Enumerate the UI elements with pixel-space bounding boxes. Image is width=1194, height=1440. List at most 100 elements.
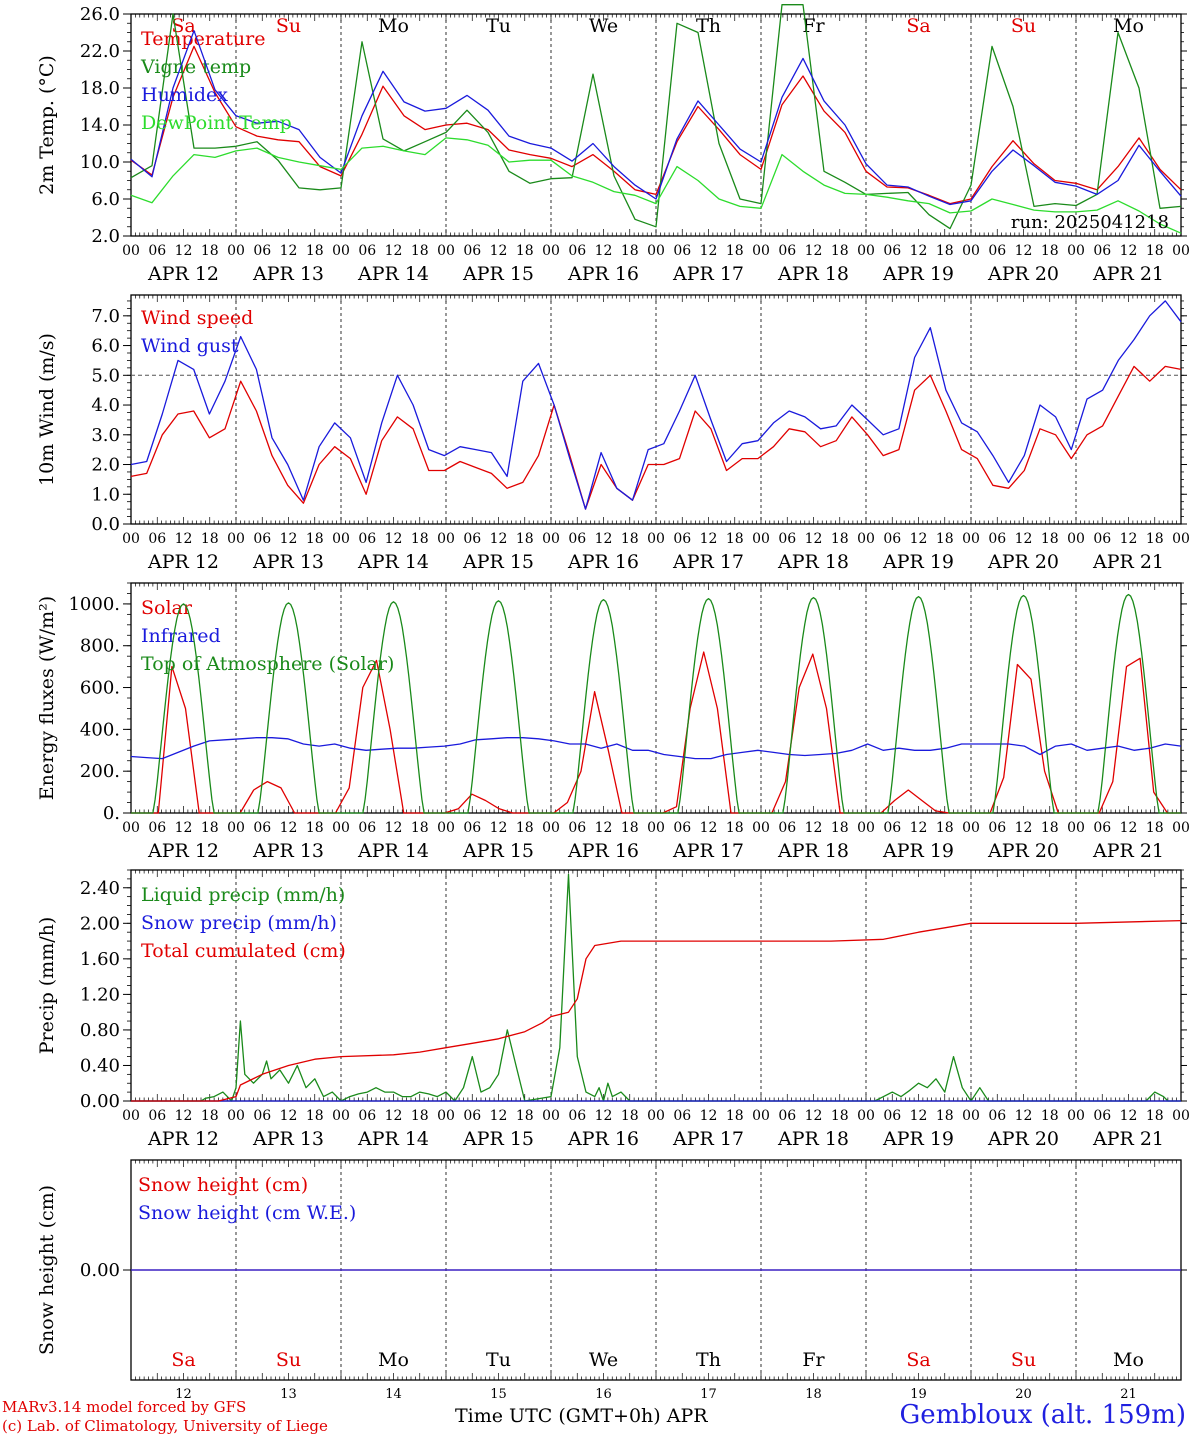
date-label: APR 15 [462, 263, 534, 285]
hour-tick-label: 12 [1120, 243, 1138, 259]
hour-tick-label: 12 [175, 243, 193, 259]
y-tick-label: 1.60 [80, 949, 120, 970]
y-tick-label: 10.0 [80, 152, 120, 173]
hour-tick-label: 00 [1067, 820, 1085, 836]
weekday-label: Tu [486, 15, 511, 37]
hour-tick-label: 12 [700, 243, 718, 259]
day-number-label: 15 [490, 1387, 507, 1402]
hour-tick-label: 18 [201, 820, 219, 836]
panel-5: 0.00 Snow height (cm) Sa Su Mo Tu We Th Fr Sa Su Mo… [36, 1159, 1187, 1402]
hour-tick-label: 12 [595, 1108, 613, 1124]
hour-tick-label: 18 [936, 1108, 954, 1124]
legend-entry: Wind gust [141, 335, 239, 357]
date-label: APR 19 [882, 1128, 954, 1150]
weekday-label: We [589, 1349, 618, 1371]
hour-tick-label: 12 [910, 1108, 928, 1124]
date-label: APR 16 [567, 551, 639, 573]
hour-tick-label: 12 [700, 820, 718, 836]
hour-tick-label: 18 [201, 243, 219, 259]
hour-tick-label: 00 [542, 243, 560, 259]
date-label: APR 17 [672, 551, 744, 573]
date-label: APR 20 [987, 263, 1059, 285]
hour-tick-label: 06 [1093, 1108, 1111, 1124]
hour-tick-label: 18 [201, 1108, 219, 1124]
hour-tick-label: 06 [358, 531, 376, 547]
hour-tick-label: 12 [595, 531, 613, 547]
hour-tick-label: 12 [910, 531, 928, 547]
hour-tick-label: 18 [516, 243, 534, 259]
date-label: APR 14 [357, 263, 429, 285]
weekday-label: Sa [171, 15, 195, 37]
hour-tick-label: 18 [936, 243, 954, 259]
hour-tick-label: 06 [1093, 243, 1111, 259]
run-label: run: 2025041218 [1011, 212, 1169, 233]
hour-tick-label: 00 [122, 820, 140, 836]
date-label: APR 18 [777, 263, 849, 285]
hour-tick-label: 18 [936, 531, 954, 547]
y-tick-label: 0.00 [80, 1091, 120, 1112]
weekday-label: Fr [802, 1349, 825, 1371]
panel-3: 0. 200. 400. 600. 800. 1000. Energy fluxes (W/… [36, 582, 1190, 862]
hour-tick-label: 00 [332, 243, 350, 259]
credit-line-1: MARv3.14 model forced by GFS [2, 1398, 247, 1416]
hour-tick-label: 06 [988, 820, 1006, 836]
hour-tick-label: 06 [883, 820, 901, 836]
hour-tick-label: 18 [411, 531, 429, 547]
legend-entry: Temperature [141, 28, 265, 50]
day-number-label: 14 [385, 1387, 402, 1402]
hour-tick-label: 18 [621, 531, 639, 547]
weekday-label: Su [1011, 15, 1036, 37]
series-line-4 [130, 137, 1182, 234]
date-label: APR 15 [462, 1128, 534, 1150]
legend-entry: Total cumulated (cm) [141, 940, 346, 962]
hour-tick-label: 00 [857, 243, 875, 259]
y-tick-label: 1.0 [91, 484, 120, 505]
hour-tick-label: 12 [280, 1108, 298, 1124]
date-label: APR 20 [987, 1128, 1059, 1150]
y-tick-label: 2.00 [80, 913, 120, 934]
hour-tick-label: 06 [568, 1108, 586, 1124]
hour-tick-label: 06 [463, 820, 481, 836]
hour-tick-label: 06 [358, 820, 376, 836]
hour-tick-label: 18 [1041, 243, 1059, 259]
hour-tick-label: 00 [227, 243, 245, 259]
legend-entry: Infrared [141, 625, 221, 647]
y-axis-label: 10m Wind (m/s) [36, 333, 58, 486]
hour-tick-label: 12 [490, 243, 508, 259]
y-tick-label: 22.0 [80, 41, 120, 62]
hour-tick-label: 00 [1172, 1108, 1190, 1124]
y-tick-label: 1000. [68, 594, 120, 615]
date-label: APR 13 [252, 840, 324, 862]
date-label: APR 14 [357, 1128, 429, 1150]
hour-tick-label: 00 [962, 531, 980, 547]
y-axis-label: Precip (mm/h) [36, 917, 58, 1055]
hour-tick-label: 18 [621, 820, 639, 836]
hour-tick-label: 12 [805, 820, 823, 836]
weekday-label: We [589, 15, 618, 37]
date-label: APR 12 [147, 1128, 219, 1150]
y-axis-label: Energy fluxes (W/m²) [36, 596, 58, 800]
hour-tick-label: 18 [1146, 820, 1164, 836]
hour-tick-label: 00 [752, 531, 770, 547]
hour-tick-label: 18 [726, 531, 744, 547]
y-tick-label: 800. [80, 636, 120, 657]
hour-tick-label: 00 [1067, 531, 1085, 547]
hour-tick-label: 18 [411, 820, 429, 836]
model-credit: MARv3.14 model forced by GFS (c) Lab. of… [2, 1398, 328, 1436]
y-tick-label: 2.0 [91, 226, 120, 247]
hour-tick-label: 18 [621, 1108, 639, 1124]
legend-entry: Vigne temp [140, 56, 251, 78]
hour-tick-label: 12 [385, 820, 403, 836]
legend-entry: Wind speed [141, 307, 253, 329]
hour-tick-label: 00 [962, 243, 980, 259]
y-tick-label: 14.0 [80, 115, 120, 136]
date-label: APR 15 [462, 551, 534, 573]
day-number-label: 13 [280, 1387, 297, 1402]
hour-tick-label: 06 [148, 1108, 166, 1124]
hour-tick-label: 00 [752, 1108, 770, 1124]
hour-tick-label: 00 [1067, 1108, 1085, 1124]
hour-tick-label: 12 [1120, 1108, 1138, 1124]
hour-tick-label: 18 [936, 820, 954, 836]
hour-tick-label: 06 [1093, 820, 1111, 836]
hour-tick-label: 12 [1015, 1108, 1033, 1124]
